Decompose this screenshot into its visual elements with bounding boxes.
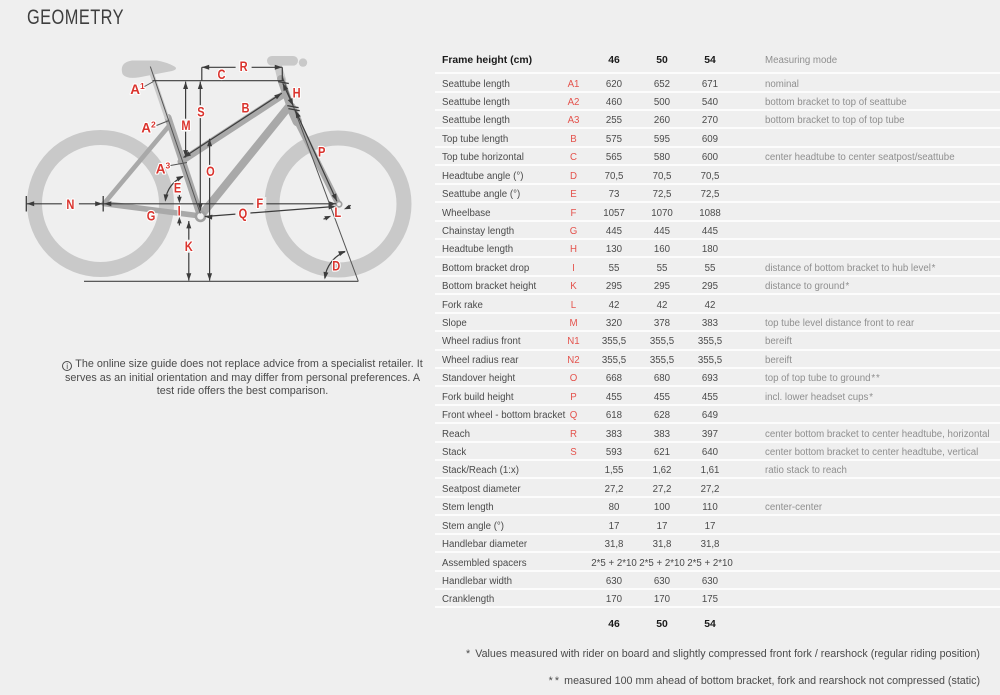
svg-text:R: R [240, 59, 248, 74]
svg-text:F: F [256, 196, 263, 211]
svg-text:K: K [185, 239, 193, 254]
svg-text:B: B [242, 101, 250, 116]
svg-text:H: H [293, 85, 301, 100]
svg-text:E: E [174, 180, 181, 195]
svg-text:G: G [147, 209, 156, 224]
svg-text:A2: A2 [141, 119, 156, 135]
svg-text:I: I [178, 203, 181, 218]
svg-text:C: C [218, 67, 226, 82]
svg-text:N: N [66, 197, 74, 212]
svg-text:A1: A1 [130, 81, 145, 97]
svg-text:L: L [334, 205, 341, 220]
svg-text:O: O [206, 164, 215, 179]
svg-text:Q: Q [239, 206, 248, 221]
svg-text:M: M [181, 118, 190, 133]
svg-text:A3: A3 [156, 160, 171, 176]
svg-text:S: S [197, 104, 204, 119]
svg-text:D: D [332, 259, 340, 274]
svg-text:P: P [318, 145, 325, 160]
